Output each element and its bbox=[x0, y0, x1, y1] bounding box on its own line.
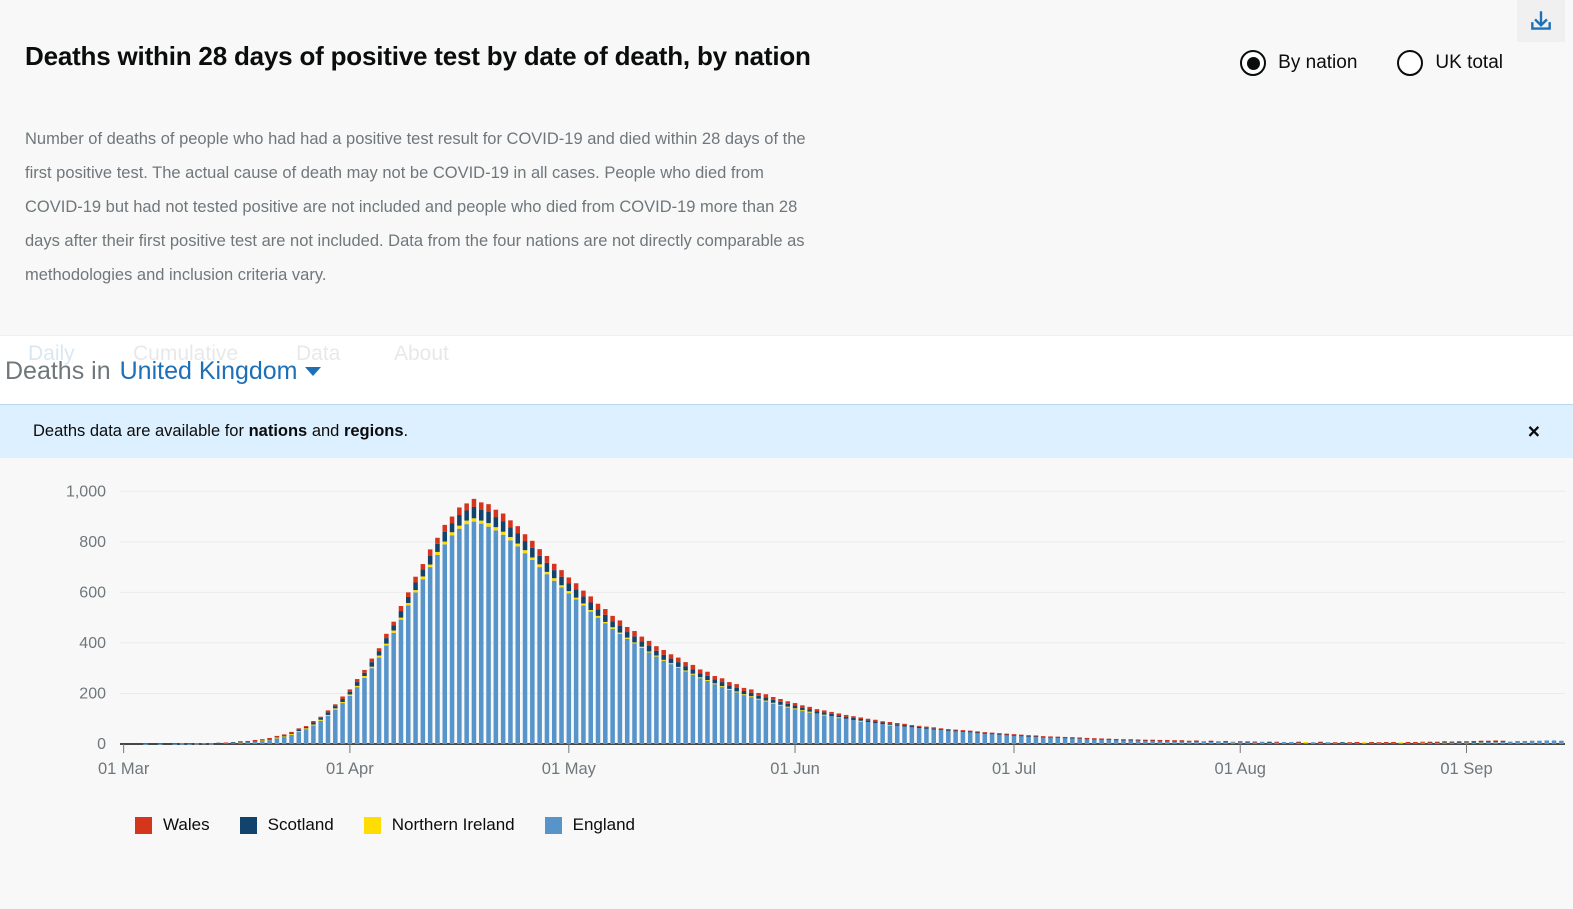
close-icon[interactable]: × bbox=[1527, 420, 1540, 443]
radio-option-uk-total[interactable]: UK total bbox=[1397, 50, 1503, 76]
svg-text:0: 0 bbox=[97, 736, 106, 753]
info-banner-text: Deaths data are available for nations an… bbox=[33, 422, 408, 441]
legend-label-wales: Wales bbox=[163, 815, 210, 834]
legend-item-england[interactable]: England bbox=[544, 815, 636, 835]
banner-link-regions[interactable]: regions bbox=[343, 422, 404, 440]
banner-link-nations[interactable]: nations bbox=[248, 422, 308, 440]
svg-text:800: 800 bbox=[79, 534, 106, 551]
svg-text:01 Sep: 01 Sep bbox=[1440, 760, 1492, 778]
tab-about[interactable]: About bbox=[394, 342, 449, 365]
legend-item-scotland[interactable]: Scotland bbox=[239, 815, 334, 835]
banner-text-before: Deaths data are available for bbox=[33, 422, 249, 440]
radio-uk-total-icon bbox=[1397, 50, 1424, 76]
svg-text:01 Aug: 01 Aug bbox=[1215, 760, 1266, 778]
radio-by-nation-icon bbox=[1240, 50, 1267, 76]
legend-swatch-wales bbox=[135, 816, 152, 834]
download-button[interactable] bbox=[1517, 0, 1565, 42]
download-icon bbox=[1531, 11, 1551, 30]
legend-swatch-england bbox=[544, 816, 562, 834]
tab-strip: Daily Cumulative Data About bbox=[0, 342, 1573, 388]
tab-cumulative[interactable]: Cumulative bbox=[133, 342, 239, 365]
svg-text:400: 400 bbox=[79, 635, 106, 652]
legend-item-wales[interactable]: Wales bbox=[135, 815, 210, 835]
tab-data[interactable]: Data bbox=[296, 342, 341, 365]
svg-text:01 May: 01 May bbox=[542, 760, 597, 778]
svg-text:1,000: 1,000 bbox=[66, 483, 106, 500]
radio-by-nation-label: By nation bbox=[1278, 52, 1358, 73]
legend-label-scotland: Scotland bbox=[267, 815, 334, 834]
svg-text:600: 600 bbox=[79, 584, 106, 601]
chevron-down-icon[interactable] bbox=[304, 367, 321, 376]
tab-daily[interactable]: Daily bbox=[28, 342, 75, 365]
chart-header-panel: Deaths within 28 days of positive test b… bbox=[0, 0, 1573, 336]
legend-swatch-scotland bbox=[239, 816, 257, 834]
svg-text:01 Mar: 01 Mar bbox=[98, 760, 150, 778]
banner-text-after: . bbox=[403, 422, 409, 440]
legend-item-northern-ireland[interactable]: Northern Ireland bbox=[363, 815, 515, 835]
stacked-bar-chart: 0 200 400 600 800 1,000 01 Mar 01 Apr 01 May 01 J… bbox=[66, 483, 1565, 778]
svg-text:200: 200 bbox=[79, 685, 106, 702]
page-title: Deaths within 28 days of positive test b… bbox=[25, 41, 811, 71]
radio-option-by-nation[interactable]: By nation bbox=[1240, 50, 1357, 76]
svg-text:01 Jul: 01 Jul bbox=[992, 760, 1036, 778]
legend-label-england: England bbox=[572, 815, 636, 834]
chart-container: 0 200 400 600 800 1,000 01 Mar 01 Apr 01 May 01 J… bbox=[0, 458, 1573, 909]
chart-legend: Wales Scotland Northern Ireland England bbox=[135, 815, 635, 835]
svg-text:01 Apr: 01 Apr bbox=[326, 760, 374, 778]
radio-uk-total-label: UK total bbox=[1435, 52, 1503, 73]
area-selector-link[interactable]: United Kingdom bbox=[119, 357, 298, 385]
svg-text:01 Jun: 01 Jun bbox=[770, 760, 820, 778]
banner-text-middle: and bbox=[307, 422, 344, 440]
legend-swatch-northern-ireland bbox=[363, 816, 381, 834]
view-mode-radio-group: By nation UK total bbox=[1240, 50, 1503, 76]
local-heading-prefix: Deaths in bbox=[5, 357, 111, 385]
info-banner: Deaths data are available for nations an… bbox=[0, 404, 1573, 458]
chart-description: Number of deaths of people who had had a… bbox=[25, 130, 806, 284]
legend-label-northern-ireland: Northern Ireland bbox=[391, 815, 515, 834]
local-area-heading: Deaths in United Kingdom bbox=[5, 357, 321, 386]
